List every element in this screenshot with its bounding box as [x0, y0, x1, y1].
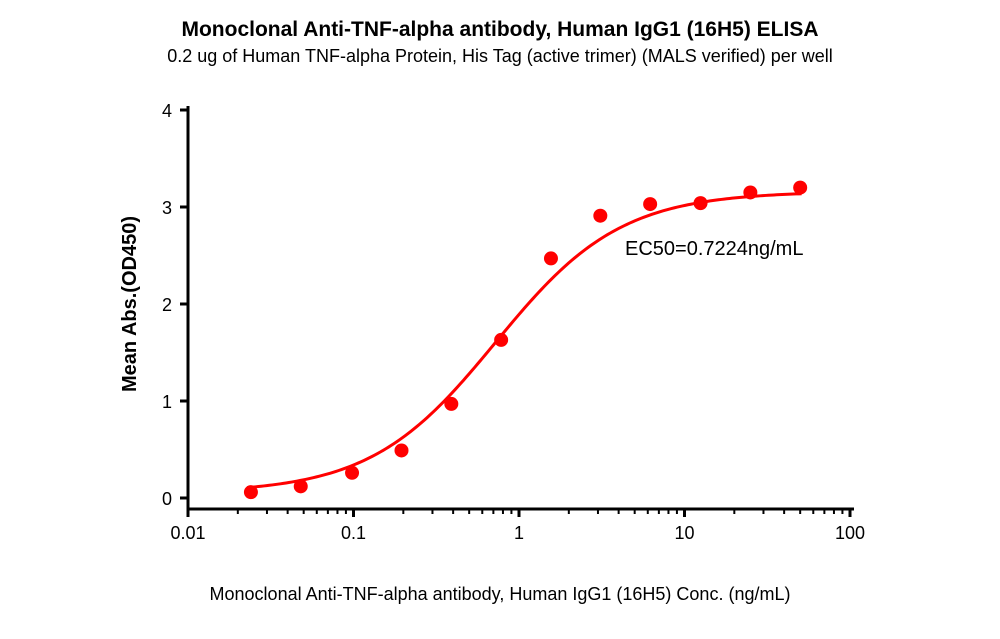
y-tick-label: 2 — [162, 295, 172, 315]
data-point — [444, 397, 458, 411]
y-tick-label: 3 — [162, 198, 172, 218]
y-axis-title: Mean Abs.(OD450) — [119, 216, 141, 392]
x-tick-label: 0.1 — [341, 523, 366, 543]
x-axis-title: Monoclonal Anti-TNF-alpha antibody, Huma… — [210, 584, 791, 604]
x-tick-label: 0.01 — [170, 523, 205, 543]
x-tick-label: 100 — [835, 523, 865, 543]
chart-title: Monoclonal Anti-TNF-alpha antibody, Huma… — [181, 18, 818, 41]
data-point — [294, 479, 308, 493]
y-tick-label: 4 — [162, 101, 172, 121]
data-point — [395, 443, 409, 457]
data-point — [793, 181, 807, 195]
data-point — [593, 209, 607, 223]
data-point — [743, 185, 757, 199]
y-tick-label: 1 — [162, 392, 172, 412]
data-point — [244, 485, 258, 499]
x-tick-label: 10 — [674, 523, 694, 543]
x-tick-label: 1 — [514, 523, 524, 543]
data-point — [345, 466, 359, 480]
data-point — [544, 251, 558, 265]
elisa-chart: Monoclonal Anti-TNF-alpha antibody, Huma… — [0, 0, 1000, 639]
data-point — [643, 197, 657, 211]
data-point — [694, 196, 708, 210]
data-point — [494, 333, 508, 347]
y-tick-label: 0 — [162, 489, 172, 509]
ec50-label: EC50=0.7224ng/mL — [625, 238, 803, 260]
chart-subtitle: 0.2 ug of Human TNF-alpha Protein, His T… — [167, 46, 833, 66]
